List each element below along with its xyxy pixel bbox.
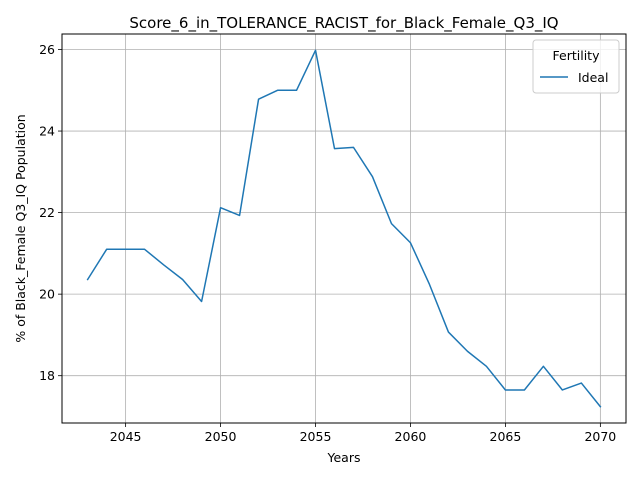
y-tick-label: 24 — [39, 124, 55, 139]
x-tick-label: 2070 — [584, 429, 616, 444]
y-tick-label: 20 — [39, 287, 55, 302]
chart-title: Score_6_in_TOLERANCE_RACIST_for_Black_Fe… — [129, 14, 558, 33]
x-tick-label: 2050 — [205, 429, 237, 444]
legend: Fertility Ideal — [532, 39, 620, 94]
y-tick-label: 18 — [39, 368, 55, 383]
y-tick-label: 26 — [39, 42, 55, 57]
legend-entry-ideal: Ideal — [578, 70, 608, 85]
legend-box — [532, 39, 620, 94]
y-axis-ticks: 18 20 22 24 26 — [39, 42, 62, 383]
x-tick-label: 2045 — [110, 429, 142, 444]
series-line-ideal — [86, 49, 602, 408]
x-axis-label: Years — [327, 450, 361, 465]
series-group — [86, 49, 602, 408]
grid-lines — [62, 34, 626, 423]
x-tick-label: 2060 — [395, 429, 427, 444]
legend-title: Fertility — [553, 48, 601, 63]
plot-area-frame — [61, 33, 627, 424]
x-tick-label: 2055 — [300, 429, 332, 444]
y-tick-label: 22 — [39, 205, 55, 220]
x-axis-ticks: 2045 2050 2055 2060 2065 2070 — [110, 423, 616, 444]
y-axis-label: % of Black_Female Q3_IQ Population — [13, 114, 28, 342]
x-tick-label: 2065 — [490, 429, 522, 444]
